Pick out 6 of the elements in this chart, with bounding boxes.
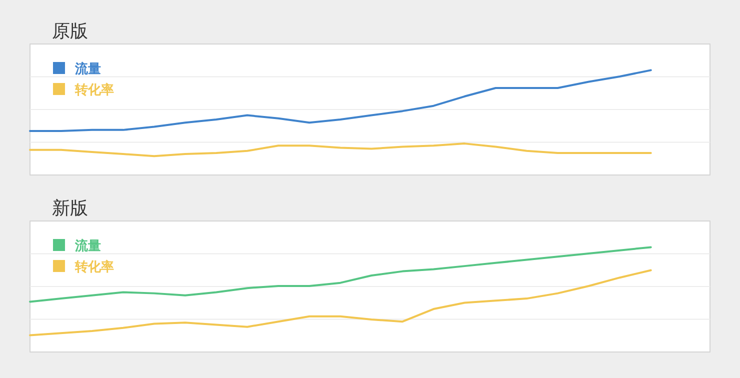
legend-label: 流量: [74, 238, 101, 254]
legend-label: 转化率: [74, 82, 114, 98]
chart-title: 新版: [52, 198, 88, 219]
chart-title: 原版: [52, 21, 88, 42]
legend-label: 流量: [74, 61, 101, 77]
legend-label: 转化率: [74, 259, 114, 275]
